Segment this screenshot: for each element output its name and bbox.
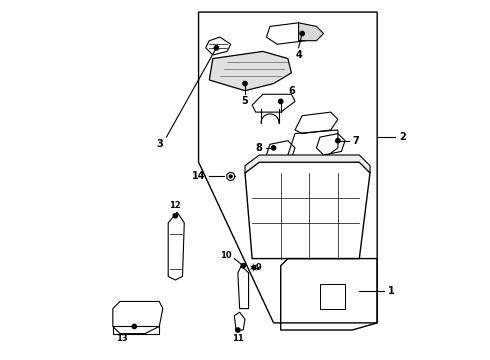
Circle shape	[241, 264, 245, 268]
Circle shape	[236, 328, 240, 332]
Text: 4: 4	[295, 50, 302, 60]
Text: 13: 13	[116, 334, 127, 343]
Circle shape	[271, 146, 276, 150]
Circle shape	[252, 266, 256, 269]
Bar	[320, 284, 345, 309]
Circle shape	[229, 175, 232, 178]
Text: 8: 8	[256, 143, 263, 153]
Text: 14: 14	[192, 171, 205, 181]
Text: 11: 11	[232, 334, 244, 343]
Text: 6: 6	[288, 86, 295, 96]
Circle shape	[279, 99, 283, 104]
Polygon shape	[298, 23, 323, 41]
Circle shape	[243, 81, 247, 86]
Text: 1: 1	[388, 286, 395, 296]
Circle shape	[173, 213, 177, 218]
Text: 7: 7	[352, 136, 359, 146]
Text: 5: 5	[242, 96, 248, 107]
Text: 12: 12	[170, 201, 181, 210]
Circle shape	[132, 324, 136, 329]
Circle shape	[336, 139, 340, 143]
Text: 3: 3	[156, 139, 163, 149]
Circle shape	[300, 31, 304, 36]
Text: 2: 2	[399, 132, 406, 142]
Polygon shape	[245, 155, 370, 173]
Circle shape	[214, 46, 219, 50]
Polygon shape	[209, 51, 292, 91]
Text: 10: 10	[220, 251, 231, 260]
Text: 9: 9	[256, 263, 262, 272]
